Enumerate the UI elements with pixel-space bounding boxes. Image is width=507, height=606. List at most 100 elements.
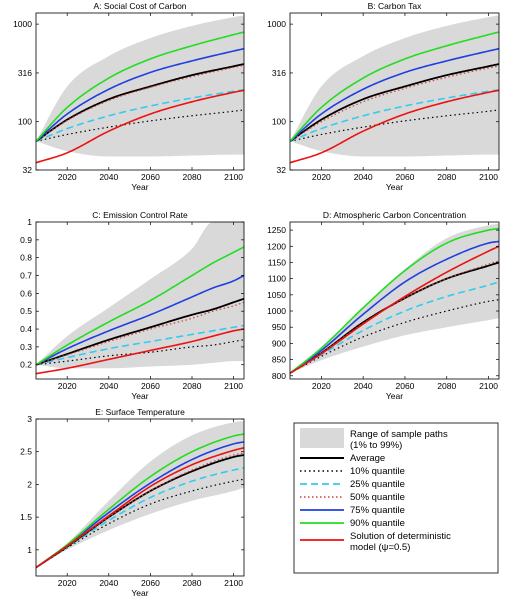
series-line-q10	[36, 478, 244, 569]
legend-label-line2: (1% to 99%)	[350, 440, 402, 451]
x-tick-label: 2040	[99, 172, 118, 182]
series-line-q25	[290, 89, 499, 143]
y-tick-label: 0.5	[20, 306, 32, 316]
axes-frame	[289, 221, 500, 380]
x-tick-label: 2060	[395, 172, 414, 182]
series-line-q75	[290, 240, 499, 374]
x-tick-label: 2100	[224, 381, 243, 391]
x-tick-label: 2020	[58, 578, 77, 588]
x-axis-label: Year	[131, 391, 148, 401]
y-tick-label: 100	[18, 117, 32, 127]
series-line-q25	[36, 89, 244, 143]
y-tick-label: 1	[27, 545, 32, 555]
legend-entry-average: Average	[300, 453, 385, 464]
chart-title: C: Emission Control Rate	[92, 210, 188, 220]
x-tick-label: 2040	[99, 381, 118, 391]
x-tick-label: 2080	[437, 381, 456, 391]
y-tick-label: 850	[272, 355, 286, 365]
series-line-q25	[290, 281, 499, 374]
legend-label: Average	[350, 453, 385, 464]
chart-title: E: Surface Temperature	[95, 407, 185, 417]
series-line-deterministic	[36, 447, 244, 569]
y-tick-label: 1000	[13, 19, 32, 29]
x-tick-label: 2080	[183, 578, 202, 588]
x-tick-label: 2100	[224, 578, 243, 588]
legend-entry-q25: 25% quantile	[300, 479, 405, 490]
x-tick-label: 2060	[141, 172, 160, 182]
series-line-q50	[36, 64, 244, 142]
series-line-q50	[290, 65, 499, 142]
legend-label: 10% quantile	[350, 466, 405, 477]
series-line-q90	[290, 31, 499, 142]
series-line-q90	[36, 31, 244, 142]
series-line-q90	[290, 227, 499, 374]
series-line-deterministic	[36, 328, 244, 375]
legend-entry-q75: 75% quantile	[300, 505, 405, 516]
y-tick-label: 0.2	[20, 360, 32, 370]
sample-range-band	[290, 223, 499, 374]
x-axis-label: Year	[131, 588, 148, 598]
y-tick-label: 316	[18, 68, 32, 78]
chart-title: D: Atmospheric Carbon Concentration	[323, 210, 466, 220]
y-tick-label: 0.7	[20, 271, 32, 281]
legend-entry-q10: 10% quantile	[300, 466, 405, 477]
series-line-q50	[36, 301, 244, 366]
legend-label: 90% quantile	[350, 518, 405, 529]
axes-frame	[35, 12, 245, 171]
y-tick-label: 800	[272, 371, 286, 381]
plot-area	[36, 222, 244, 375]
legend-label-line2: model (ψ=0.5)	[350, 542, 410, 553]
y-tick-label: 1100	[268, 274, 287, 284]
y-tick-label: 900	[272, 338, 286, 348]
plot-area	[36, 420, 244, 569]
y-tick-label: 3	[27, 414, 32, 424]
axes-frame	[35, 418, 245, 577]
chart-title: A: Social Cost of Carbon	[93, 1, 186, 11]
series-line-average	[36, 297, 244, 366]
y-tick-label: 0.3	[20, 342, 32, 352]
legend-label: Solution of deterministic	[350, 531, 451, 542]
series-line-q10	[290, 109, 499, 142]
y-tick-label: 1000	[267, 306, 286, 316]
legend-entry-q50: 50% quantile	[300, 492, 405, 503]
panel-4: 2020 2040 2060 2080 2100 800 850 900 950 1000 1050…	[267, 210, 500, 401]
x-tick-label: 2020	[58, 381, 77, 391]
x-tick-label: 2060	[395, 381, 414, 391]
series-line-average	[36, 63, 244, 143]
x-tick-label: 2020	[312, 381, 331, 391]
series-line-q90	[36, 246, 244, 366]
x-tick-label: 2100	[224, 172, 243, 182]
y-tick-label: 950	[272, 322, 286, 332]
legend: Range of sample paths(1% to 99%) Average 1…	[293, 422, 499, 574]
x-axis-label: Year	[131, 182, 148, 192]
y-tick-label: 1200	[267, 241, 286, 251]
panel-5: 2020 2040 2060 2080 2100 1 1.5 2 2.5 3 E: Surface …	[20, 407, 245, 598]
y-tick-label: 1	[27, 217, 32, 227]
x-axis-label: Year	[386, 182, 403, 192]
y-tick-label: 1050	[267, 290, 286, 300]
sample-range-band	[36, 222, 244, 369]
y-tick-label: 2.5	[20, 447, 32, 457]
series-line-deterministic	[36, 89, 244, 164]
sample-range-band	[290, 15, 499, 157]
series-line-average	[290, 63, 499, 143]
x-tick-label: 2060	[141, 578, 160, 588]
y-tick-label: 1000	[267, 19, 286, 29]
legend-entry-band: Range of sample paths(1% to 99%)	[300, 428, 448, 451]
x-tick-label: 2100	[479, 172, 498, 182]
legend-label: 75% quantile	[350, 505, 405, 516]
y-tick-label: 0.6	[20, 288, 32, 298]
legend-entry-q90: 90% quantile	[300, 518, 405, 529]
y-tick-label: 32	[277, 165, 287, 175]
series-line-q75	[290, 47, 499, 142]
series-line-q75	[36, 47, 244, 142]
y-tick-label: 0.4	[20, 324, 32, 334]
x-tick-label: 2040	[99, 578, 118, 588]
y-tick-label: 100	[272, 117, 286, 127]
series-line-deterministic	[290, 89, 499, 164]
axes-frame	[35, 221, 245, 380]
series-line-q10	[36, 109, 244, 142]
